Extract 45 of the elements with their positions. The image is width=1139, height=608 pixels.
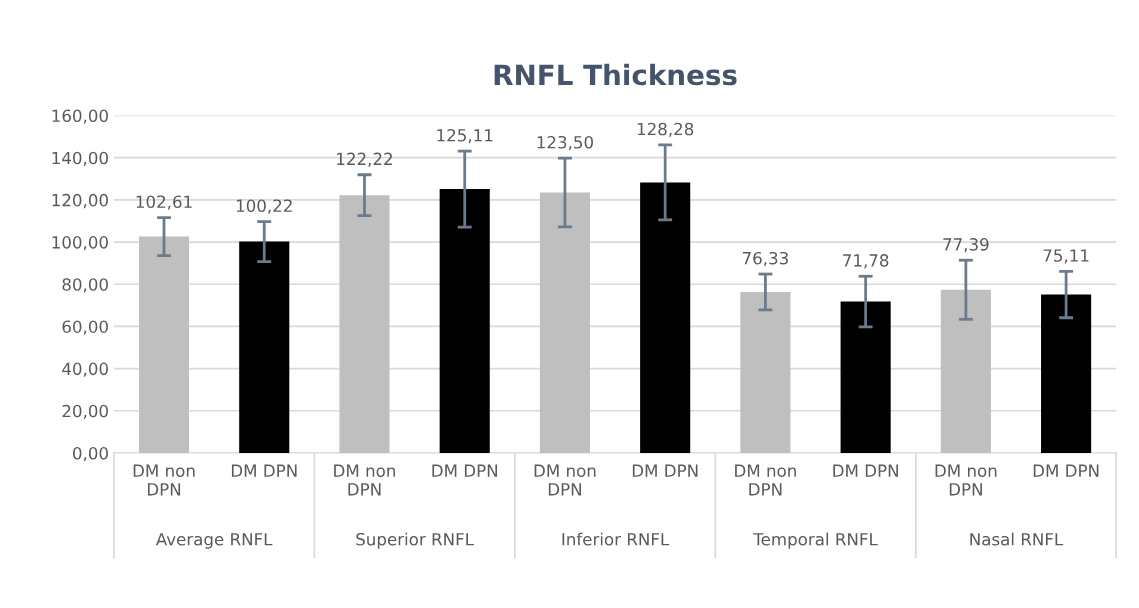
bar — [840, 301, 891, 453]
x-tick-label: DM DPN — [231, 464, 297, 477]
text: Temporal RNFL — [753, 532, 878, 549]
data-label: 128,28 — [637, 122, 694, 138]
bar — [138, 236, 190, 453]
data-label: 122,22 — [337, 152, 392, 167]
chart-title: RNFL Thickness — [494, 63, 737, 86]
data-label: 100,22 — [236, 199, 292, 214]
y-tick-label: 20,00 — [62, 404, 108, 420]
y-tick-label: 40,00 — [62, 362, 108, 377]
text: Inferior RNFL — [562, 532, 670, 546]
bar — [439, 189, 490, 453]
bar — [339, 195, 390, 453]
y-tick-label: 160,00 — [52, 109, 108, 124]
y-tick-label: 140,00 — [52, 151, 108, 166]
bar — [640, 182, 691, 453]
bar — [1041, 294, 1092, 453]
bar — [940, 289, 991, 453]
text: Average RNFL — [155, 533, 273, 549]
x-tick-label: DM non DPN — [935, 464, 997, 496]
data-label: 125,11 — [437, 128, 493, 144]
y-tick-label: 80,00 — [62, 278, 108, 293]
text: Nasal RNFL — [970, 532, 1064, 546]
bar — [539, 192, 590, 453]
y-tick-label: 0,00 — [73, 446, 108, 462]
data-label: 102,61 — [136, 195, 192, 210]
x-tick-label: DM non DPN — [133, 464, 195, 496]
x-tick-label: DM DPN — [1033, 464, 1099, 477]
x-tick-label: DM non DPN — [534, 464, 596, 496]
x-tick-label: DM DPN — [833, 464, 898, 477]
x-tick-label: DM non DPN — [334, 464, 395, 496]
y-tick-label: 60,00 — [62, 320, 108, 335]
x-tick-label: DM DPN — [632, 464, 698, 477]
data-label: 76,33 — [742, 251, 788, 267]
bar — [740, 291, 791, 453]
text: Superior RNFL — [356, 532, 474, 549]
bar — [239, 241, 290, 453]
data-label: 77,39 — [943, 238, 989, 253]
y-tick-label: 100,00 — [52, 236, 108, 251]
x-tick-label: DM DPN — [432, 464, 498, 477]
x-tick-label: DM non DPN — [735, 464, 796, 496]
data-label: 123,50 — [537, 135, 593, 151]
y-tick-label: 120,00 — [52, 193, 108, 209]
data-label: 75,11 — [1043, 249, 1089, 264]
data-label: 71,78 — [843, 254, 889, 269]
